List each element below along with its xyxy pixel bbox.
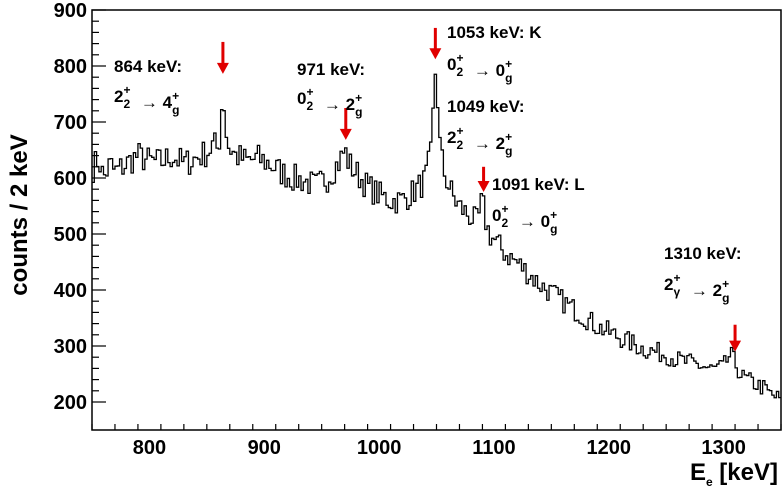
- annotation-energy: 1053 keV: K: [447, 23, 542, 42]
- y-tick-label: 300: [54, 336, 87, 358]
- x-tick-label: 1100: [472, 437, 515, 459]
- annotation-transition: 0+ 2 → 2+ g: [297, 85, 362, 119]
- annotation-transition: 2+ 2 → 4+ g: [114, 83, 179, 117]
- peak-annotation: 864 keV: 2+ 2 → 4+ g: [114, 57, 182, 117]
- y-tick-label: 500: [54, 224, 87, 246]
- y-axis: 200 300 400 500 600 700 800 900: [54, 0, 106, 414]
- annotation-energy: 864 keV:: [114, 57, 182, 76]
- x-tick-label: 800: [133, 437, 166, 459]
- peak-markers: [216, 27, 742, 352]
- annotation-transition: 2+ 2 → 2+ g: [447, 124, 512, 158]
- y-tick-label: 600: [54, 168, 87, 190]
- x-tick-label: 900: [248, 437, 281, 459]
- plot-frame: [91, 9, 782, 431]
- x-axis-label-unit: [keV]: [713, 459, 778, 486]
- x-axis-label: Ee [keV]: [690, 459, 778, 489]
- peak-annotation: 1091 keV: L 0+ 2 → 0+ g: [492, 175, 585, 236]
- spectrum-line: [92, 73, 781, 399]
- peak-arrow: [429, 27, 442, 60]
- annotation-energy: 1310 keV:: [664, 244, 742, 263]
- annotation-transition: 2+ γ → 2+ g: [664, 271, 729, 305]
- annotation-transition: 0+ 2 → 0+ g: [447, 51, 512, 85]
- y-tick-label: 200: [54, 392, 87, 414]
- y-axis-label: counts / 2 keV: [6, 134, 33, 295]
- x-axis-label-subscript: e: [706, 475, 713, 489]
- y-tick-label: 900: [54, 0, 87, 22]
- peak-annotations: 864 keV: 2+ 2 → 4+ g 971 keV: 0+ 2 → 2+ g 1053 k…: [114, 23, 742, 305]
- x-axis-label-main: E: [690, 459, 706, 486]
- annotation-transition: 0+ 2 → 0+ g: [492, 202, 557, 236]
- y-tick-label: 400: [54, 280, 87, 302]
- annotation-energy: 1091 keV: L: [492, 175, 585, 194]
- peak-arrow: [339, 108, 352, 140]
- peak-annotation: 1053 keV: K 0+ 2 → 0+ g: [447, 23, 542, 85]
- annotation-energy: 971 keV:: [297, 60, 365, 79]
- peak-annotation: 1310 keV: 2+ γ → 2+ g: [664, 244, 742, 305]
- y-tick-label: 700: [54, 112, 87, 134]
- peak-arrow: [477, 166, 490, 192]
- y-tick-label: 800: [54, 56, 87, 78]
- x-tick-label: 1300: [701, 437, 746, 459]
- peak-annotation: 1049 keV: 2+ 2 → 2+ g: [447, 97, 525, 158]
- peak-arrow: [216, 41, 229, 74]
- annotation-energy: 1049 keV:: [447, 97, 525, 116]
- peak-arrow: [729, 324, 742, 352]
- x-axis: 800 900 1000 1100 1200 1300: [91, 424, 782, 459]
- peak-annotation: 971 keV: 0+ 2 → 2+ g: [297, 60, 365, 119]
- x-tick-label: 1000: [357, 437, 402, 459]
- x-tick-label: 1200: [587, 437, 632, 459]
